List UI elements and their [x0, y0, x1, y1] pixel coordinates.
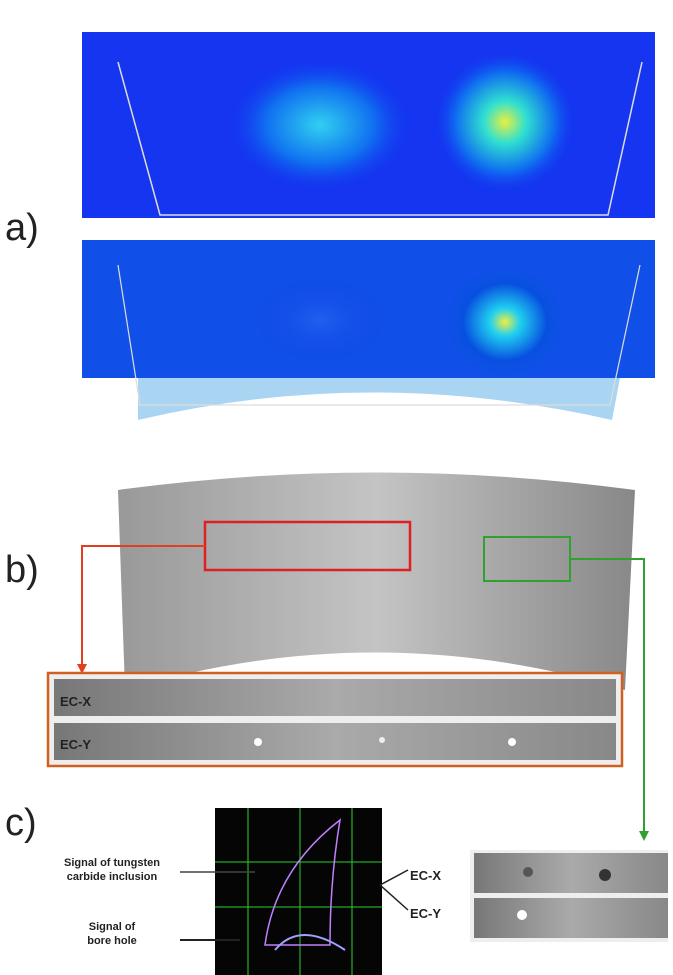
shadow: [138, 378, 620, 420]
hotspot: [445, 267, 565, 377]
strip: [54, 723, 616, 760]
spot: [379, 737, 385, 743]
hotspot: [250, 275, 390, 365]
panel-label: c): [5, 802, 37, 844]
spot: [517, 910, 527, 920]
strip-label: EC-X: [410, 868, 441, 883]
spot: [508, 738, 516, 746]
hotspot: [230, 60, 410, 190]
spot: [523, 867, 533, 877]
strip-label: EC-Y: [60, 737, 91, 752]
strip-label: EC-X: [60, 694, 91, 709]
figure: a) b) EC-X EC-Y c) Signal of tungstencar…: [0, 0, 673, 975]
spot: [254, 738, 262, 746]
panel-label: b): [5, 549, 39, 591]
spot: [599, 869, 611, 881]
arrowhead: [639, 831, 649, 841]
strip: [474, 898, 668, 938]
strip: [54, 679, 616, 716]
hotspot: [435, 52, 575, 192]
panel-a: a): [5, 32, 655, 420]
panel-label: a): [5, 207, 39, 249]
strip: [474, 853, 668, 893]
signal-plot: [215, 808, 382, 975]
panel-b: b) EC-X EC-Y: [5, 473, 649, 842]
strip-label: EC-Y: [410, 906, 441, 921]
